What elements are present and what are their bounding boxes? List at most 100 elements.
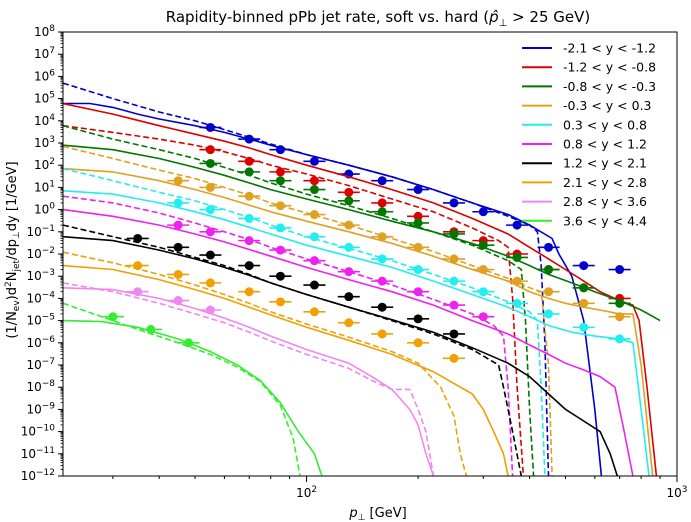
series-2-point-6: [414, 218, 423, 227]
series-4-point-6: [378, 254, 387, 263]
series-2-point-10: [544, 265, 553, 274]
series-4-point-7: [414, 265, 423, 274]
series-6-data-point: [238, 261, 260, 270]
series-6-data-point: [407, 314, 429, 323]
series-4-point-3: [276, 223, 285, 232]
series-2-point-9: [513, 253, 522, 262]
series-4-point-8: [449, 277, 458, 286]
series-2-data-point: [443, 229, 465, 238]
y-tick-label: 10−4: [26, 290, 55, 305]
series-6-point-4: [276, 272, 285, 281]
legend-label-4: 0.3 < y < 0.8: [563, 117, 647, 132]
series-2-data-point: [303, 185, 325, 194]
series-3-data-point: [269, 201, 291, 210]
series-1-point-4: [344, 188, 353, 197]
y-tick-label: 104: [34, 113, 55, 128]
series-0-point-7: [449, 198, 458, 207]
series-5-data-point: [338, 267, 360, 276]
series-8-point-1: [174, 296, 183, 305]
series-0-point-1: [245, 135, 254, 144]
series-2-data-point: [371, 207, 393, 216]
series-5-point-2: [245, 236, 254, 245]
y-tick-label: 10−6: [26, 335, 55, 350]
y-tick-label: 10−11: [21, 446, 55, 461]
series-2-data-point: [238, 167, 260, 176]
series-0-point-8: [479, 207, 488, 216]
series-5-data-point: [199, 227, 221, 236]
series-9-point-0: [108, 312, 117, 321]
series-4-data-point: [303, 232, 325, 241]
series-7-point-8: [414, 338, 423, 347]
series-1-data-point: [371, 198, 393, 207]
series-4-point-1: [206, 205, 215, 214]
series-2-point-1: [245, 167, 254, 176]
series-3-point-0: [174, 176, 183, 185]
legend-label-9: 3.6 < y < 4.4: [563, 213, 647, 228]
series-7-data-point: [127, 261, 149, 270]
series-0-point-5: [378, 176, 387, 185]
series-2-point-0: [206, 159, 215, 168]
series-2-dashed-line: [63, 126, 534, 476]
series-8-point-0: [133, 287, 142, 296]
series-1-point-3: [310, 176, 319, 185]
series-6-point-9: [449, 329, 458, 338]
series-6-point-5: [310, 281, 319, 290]
series-4-data-point: [573, 323, 595, 332]
series-6-data-point: [269, 272, 291, 281]
series-4-point-12: [579, 323, 588, 332]
series-5-data-point: [407, 287, 429, 296]
series-9-point-1: [146, 325, 155, 334]
y-tick-label: 102: [34, 157, 55, 172]
series-3-point-9: [479, 265, 488, 274]
series-3-point-12: [579, 299, 588, 308]
legend-label-3: -0.3 < y < 0.3: [563, 98, 652, 113]
series-0-point-2: [276, 145, 285, 154]
series-4-point-11: [544, 309, 553, 318]
series-1-point-0: [206, 145, 215, 154]
chart-title: Rapidity-binned pPb jet rate, soft vs. h…: [166, 8, 591, 29]
y-tick-label: 105: [34, 91, 55, 106]
series-4-data-point: [338, 243, 360, 252]
series-7-data-point: [338, 318, 360, 327]
series-5-point-8: [449, 301, 458, 310]
y-tick-label: 10−8: [26, 379, 55, 394]
x-axis: 102 103: [113, 476, 688, 500]
series-7-data-point: [303, 307, 325, 316]
series-1-point-2: [276, 167, 285, 176]
series-5-point-6: [378, 277, 387, 286]
series-2-data-point: [472, 241, 494, 250]
series-0-point-12: [615, 265, 624, 274]
series-5-point-7: [414, 287, 423, 296]
series-5-data-point: [303, 256, 325, 265]
series-0-point-9: [513, 221, 522, 230]
y-tick-label: 10−9: [26, 401, 55, 416]
y-tick-label: 106: [34, 68, 55, 83]
series-3-data-point: [303, 210, 325, 219]
series-8-point-2: [206, 306, 215, 315]
series-3-data-point: [573, 299, 595, 308]
series-7-point-9: [449, 354, 458, 363]
series-6-data-point: [303, 281, 325, 290]
y-axis-label: (1/Nev)d2Njet/dp⊥dy [1/GeV]: [4, 161, 22, 338]
series-2-data-point: [609, 299, 631, 308]
series-3-point-2: [245, 192, 254, 201]
y-tick-label: 103: [34, 135, 55, 150]
series-7-data-point: [407, 338, 429, 347]
series-6-data-point: [127, 234, 149, 243]
series-9-data-point: [102, 312, 124, 321]
series-3-point-7: [414, 243, 423, 252]
series-7-point-5: [310, 307, 319, 316]
x-tick-label: 103: [666, 485, 687, 500]
series-3-data-point: [199, 183, 221, 192]
series-8-data-point: [167, 296, 189, 305]
series-6-point-0: [133, 234, 142, 243]
series-1-point-1: [245, 157, 254, 166]
series-1-data-point: [338, 188, 360, 197]
series-5-point-5: [344, 267, 353, 276]
series-3-data-point: [371, 232, 393, 241]
series-6-point-6: [344, 292, 353, 301]
y-tick-label: 10−10: [21, 424, 56, 439]
series-2-point-11: [579, 283, 588, 292]
series-0-data-point: [573, 261, 595, 270]
